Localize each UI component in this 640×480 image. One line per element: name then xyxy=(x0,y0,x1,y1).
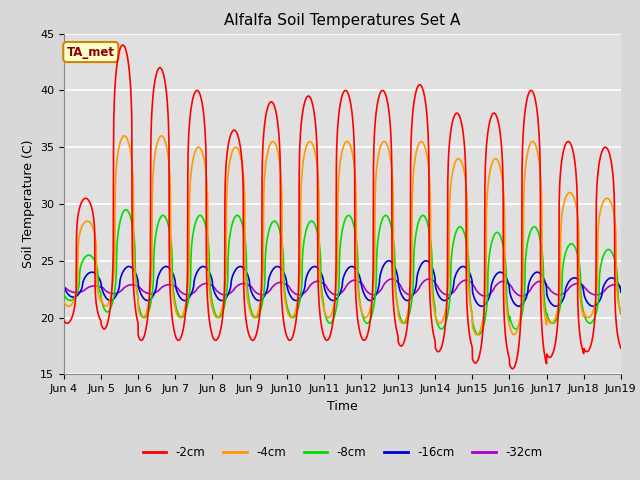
X-axis label: Time: Time xyxy=(327,400,358,413)
Legend: -2cm, -4cm, -8cm, -16cm, -32cm: -2cm, -4cm, -8cm, -16cm, -32cm xyxy=(138,442,547,464)
Text: TA_met: TA_met xyxy=(67,46,115,59)
Title: Alfalfa Soil Temperatures Set A: Alfalfa Soil Temperatures Set A xyxy=(224,13,461,28)
Y-axis label: Soil Temperature (C): Soil Temperature (C) xyxy=(22,140,35,268)
